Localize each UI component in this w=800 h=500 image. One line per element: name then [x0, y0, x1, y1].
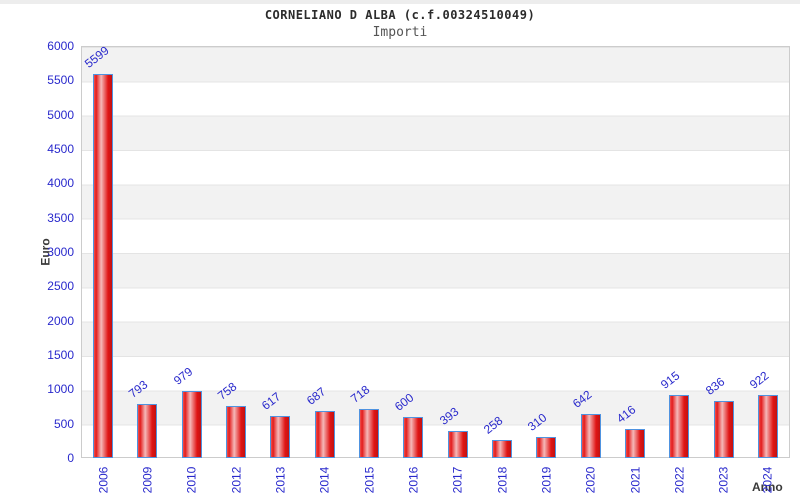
bar [359, 408, 380, 458]
x-tick-label: 2018 [494, 466, 509, 494]
y-tick-label: 500 [53, 416, 74, 431]
x-tick-box: 2010 [172, 461, 212, 499]
bar [93, 73, 114, 458]
x-tick-label: 2024 [760, 466, 775, 494]
x-tick-label: 2014 [317, 466, 332, 494]
y-tick-label: 4000 [47, 176, 74, 191]
chart-title: CORNELIANO D ALBA (c.f.00324510049) [264, 8, 536, 22]
y-tick-label: 6000 [47, 39, 74, 53]
bar [580, 413, 601, 458]
bar [181, 390, 202, 458]
x-tick-box: 2023 [704, 461, 744, 499]
x-tick-label: 2021 [627, 466, 642, 494]
x-tick-box: 2019 [526, 461, 566, 499]
x-tick-label: 2006 [96, 466, 111, 494]
y-tick-label: 0 [67, 451, 74, 465]
x-tick-box: 2016 [393, 461, 433, 499]
y-tick-label: 2500 [47, 279, 74, 294]
x-tick-label: 2012 [229, 466, 244, 494]
bar [447, 431, 468, 458]
bar [757, 394, 778, 458]
y-tick-label: 5500 [47, 73, 74, 88]
x-tick-box: 2009 [127, 461, 167, 499]
x-tick-label: 2020 [583, 466, 598, 494]
bar [403, 416, 424, 458]
y-tick-label: 3000 [47, 245, 74, 259]
bar [624, 429, 645, 458]
x-tick-box: 2014 [305, 461, 345, 499]
x-tick-label: 2010 [184, 466, 199, 494]
y-tick-label: 5000 [47, 107, 74, 122]
chart-subtitle: Importi [372, 25, 428, 40]
x-tick-label: 2017 [450, 466, 465, 494]
bar [669, 395, 690, 458]
x-tick-box: 2013 [260, 461, 300, 499]
x-tick-box: 2017 [438, 461, 478, 499]
y-tick-label: 4500 [47, 142, 74, 156]
y-tick-label: 1500 [47, 348, 74, 362]
x-tick-label: 2019 [539, 466, 554, 494]
x-tick-label: 2022 [672, 466, 687, 494]
bar [137, 403, 158, 458]
x-tick-box: 2012 [216, 461, 256, 499]
bar [491, 440, 512, 458]
x-tick-label: 2009 [140, 466, 155, 494]
bar [536, 436, 557, 458]
x-tick-box: 2022 [659, 461, 699, 499]
x-tick-box: 2024 [748, 461, 788, 499]
x-tick-box: 2015 [349, 461, 389, 499]
plot-area [81, 46, 790, 458]
x-tick-label: 2023 [716, 466, 731, 494]
x-tick-label: 2016 [406, 466, 421, 494]
x-tick-box: 2020 [571, 461, 611, 499]
top-strip [0, 0, 800, 4]
x-tick-label: 2015 [362, 466, 377, 494]
y-tick-label: 1000 [47, 382, 74, 397]
y-tick-label: 3500 [47, 210, 74, 225]
x-tick-box: 2006 [83, 461, 123, 499]
x-axis-title: Anno [752, 480, 783, 494]
y-tick-label: 2000 [47, 313, 74, 328]
bar [270, 415, 291, 458]
bar [226, 405, 247, 458]
x-tick-box: 2018 [482, 461, 522, 499]
bar [713, 400, 734, 458]
bar [314, 410, 335, 458]
x-tick-label: 2013 [273, 466, 288, 494]
x-tick-box: 2021 [615, 461, 655, 499]
